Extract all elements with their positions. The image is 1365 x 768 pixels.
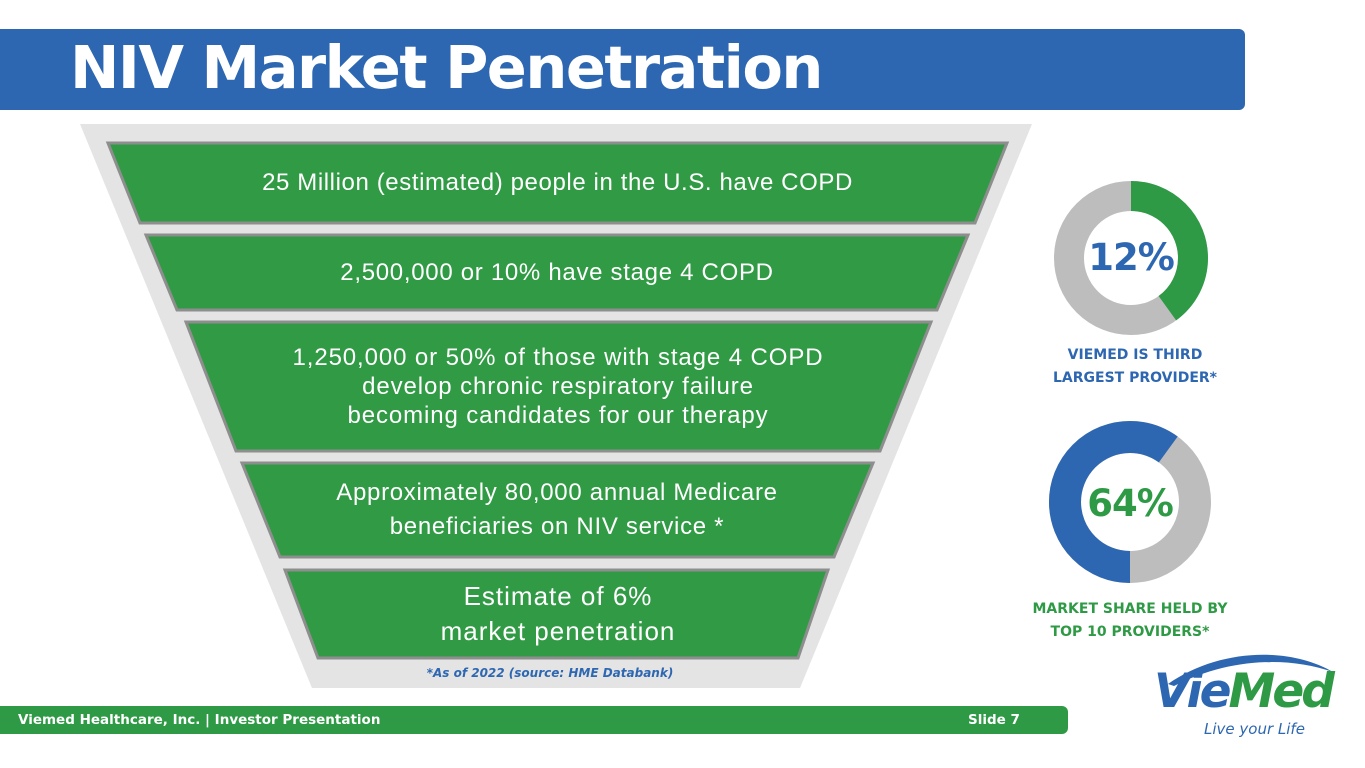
funnel-layer-1-text: 25 Million (estimated) people in the U.S… — [140, 143, 975, 223]
donut-caption-third-largest: VIEMED IS THIRD LARGEST PROVIDER* — [1020, 344, 1250, 390]
caption-line: LARGEST PROVIDER* — [1053, 370, 1217, 386]
footer-company-label: Viemed Healthcare, Inc. | Investor Prese… — [18, 712, 381, 728]
donut-fill — [1054, 181, 1208, 335]
footnote: *As of 2022 (source: HME Databank) — [426, 666, 674, 680]
funnel-layer-1-shape — [105, 141, 1010, 225]
donut-percent-12: 12% — [1088, 236, 1175, 279]
funnel-layer-3-line: develop chronic respiratory failure — [362, 373, 754, 400]
funnel-layer-5-text: Estimate of 6% market penetration — [318, 570, 798, 658]
funnel-layer-2-line: 2,500,000 or 10% have stage 4 COPD — [340, 258, 774, 286]
logo-wordmark: VieMed — [1154, 664, 1335, 720]
viemed-logo: VieMed Live your Life — [1148, 644, 1338, 744]
funnel-layer-5-line: market penetration — [440, 616, 676, 646]
donut-fill — [1049, 421, 1211, 583]
footer-slide-number: Slide 7 — [968, 712, 1020, 728]
funnel-layer-3-line: 1,250,000 or 50% of those with stage 4 C… — [292, 344, 824, 371]
funnel-layer-4-line: Approximately 80,000 annual Medicare — [336, 479, 778, 506]
logo-wordmark-vie: Vie — [1154, 664, 1232, 719]
logo-wordmark-med: Med — [1228, 664, 1335, 719]
funnel-layer-5-line: Estimate of 6% — [463, 581, 653, 611]
donut-caption-top-ten: MARKET SHARE HELD BY TOP 10 PROVIDERS* — [1010, 598, 1250, 644]
footer-bar — [0, 706, 1068, 734]
page-title: NIV Market Penetration — [70, 33, 823, 102]
funnel-layer-2-text: 2,500,000 or 10% have stage 4 COPD — [177, 235, 937, 310]
caption-line: VIEMED IS THIRD — [1067, 347, 1203, 363]
funnel-layer-3-text: 1,250,000 or 50% of those with stage 4 C… — [236, 322, 880, 451]
funnel-layer-3-line: becoming candidates for our therapy — [347, 402, 769, 429]
donut-percent-64: 64% — [1087, 482, 1174, 525]
funnel-layer-2-shape — [143, 233, 971, 312]
donut-chart-third-largest — [1054, 181, 1208, 335]
funnel-layer-4-shape — [239, 461, 876, 559]
donut-chart-top-ten — [1049, 421, 1211, 583]
logo-tagline: Live your Life — [1204, 720, 1305, 738]
funnel-layer-1-line: 25 Million (estimated) people in the U.S… — [262, 169, 853, 196]
funnel-layer-5-shape — [282, 568, 831, 660]
caption-line: TOP 10 PROVIDERS* — [1050, 624, 1210, 640]
title-banner — [0, 29, 1245, 110]
caption-line: MARKET SHARE HELD BY — [1032, 601, 1228, 617]
logo-swoosh-icon — [1168, 654, 1333, 686]
funnel-layer-4-text: Approximately 80,000 annual Medicare ben… — [280, 463, 834, 557]
funnel-layer-4-line: beneficiaries on NIV service * — [389, 513, 725, 540]
funnel-layer-3-shape — [183, 320, 934, 453]
